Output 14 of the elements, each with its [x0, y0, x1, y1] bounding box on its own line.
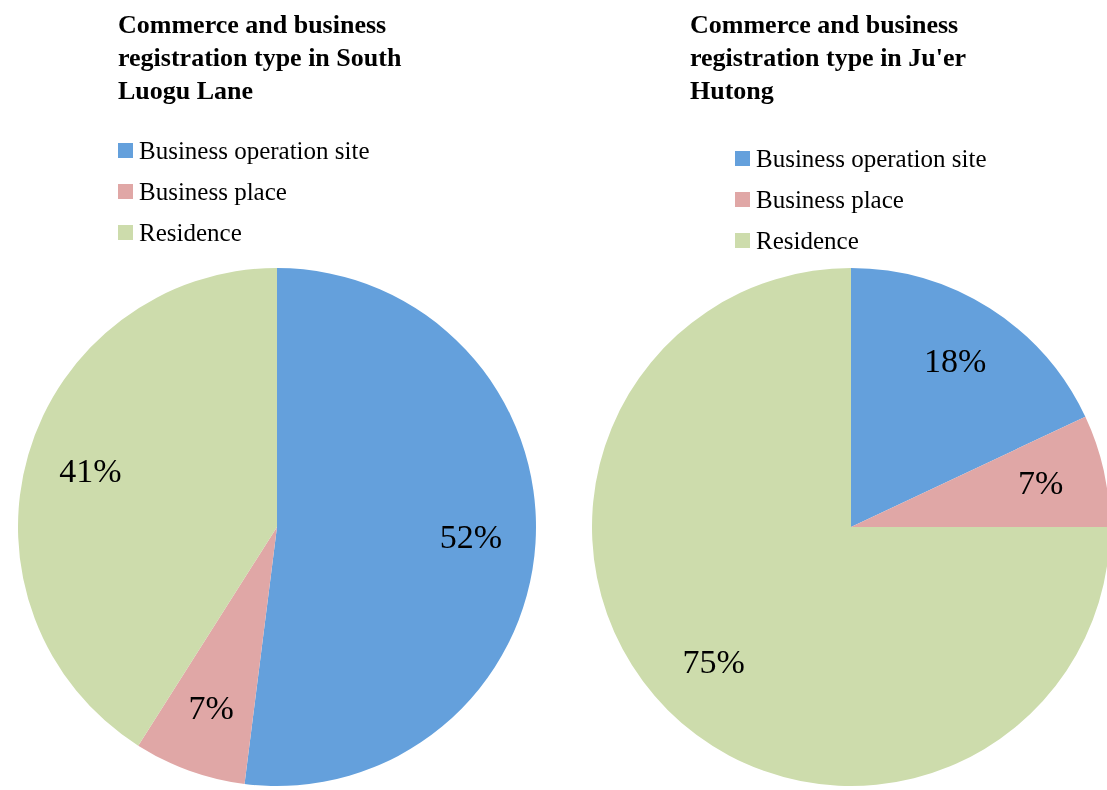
data-label: 52%: [439, 518, 503, 556]
legend-label: Business operation site: [139, 136, 370, 166]
legend-label: Business operation site: [756, 144, 987, 174]
data-label: 7%: [188, 688, 234, 726]
data-label: 75%: [682, 643, 745, 681]
legend-label: Residence: [756, 226, 859, 256]
chart-title: Commerce and business registration type in Ju'er Hutong: [690, 9, 967, 107]
chart-title: Commerce and business registration type in South Luogu Lane: [118, 9, 403, 107]
legend-label: Business place: [756, 185, 904, 215]
legend-label: Business place: [139, 177, 287, 207]
legend-label: Residence: [139, 218, 242, 248]
data-label: 41%: [59, 451, 122, 489]
data-label: 7%: [1017, 463, 1064, 501]
data-label: 18%: [923, 341, 987, 379]
